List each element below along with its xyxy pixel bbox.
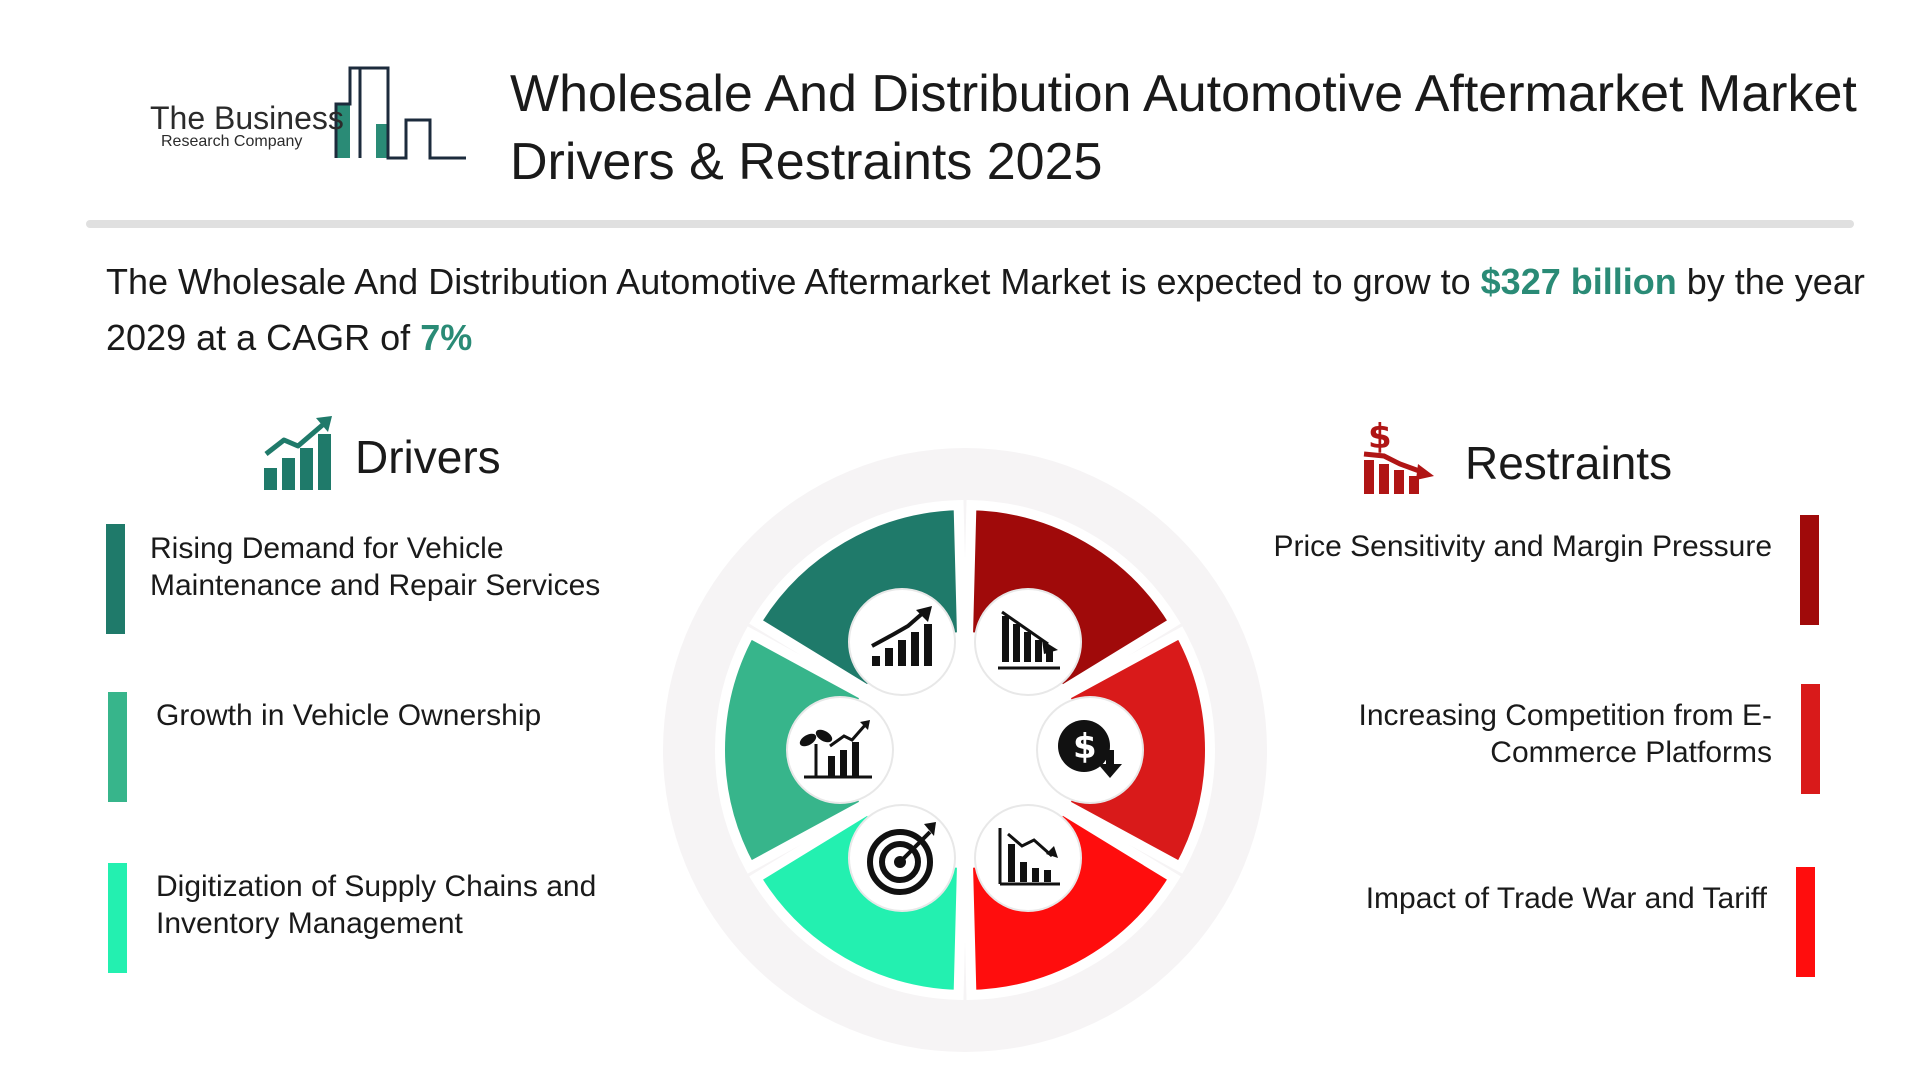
restraint-3-color-bar	[1796, 867, 1815, 977]
intro-statement: The Wholesale And Distribution Automotiv…	[106, 254, 1876, 366]
divider	[86, 220, 1854, 228]
cagr-value: 7%	[420, 317, 473, 358]
driver-1-color-bar	[106, 524, 125, 634]
restraints-heading: Restraints	[1465, 437, 1673, 489]
intro-text-before: The Wholesale And Distribution Automotiv…	[106, 261, 1481, 302]
target-icon	[848, 804, 956, 912]
growth-chart-icon	[264, 416, 332, 490]
restraint-3-text: Impact of Trade War and Tariff	[1365, 882, 1767, 915]
restraint-1-color-bar	[1800, 515, 1819, 625]
logo-text-secondary: Research Company	[161, 133, 303, 150]
driver-3-color-bar	[108, 863, 127, 973]
declining-bar-chart-icon	[974, 588, 1082, 696]
restraint-2-text: Increasing Competition from E-Commerce P…	[1358, 699, 1773, 769]
driver-1-text: Rising Demand for Vehicle Maintenance an…	[150, 532, 601, 602]
dollar-decline-icon: $	[1363, 417, 1434, 494]
market-value: $327 billion	[1480, 261, 1677, 302]
rising-bar-chart-icon	[848, 588, 956, 696]
driver-3-text: Digitization of Supply Chains and Invent…	[156, 870, 597, 940]
restraint-1-text: Price Sensitivity and Margin Pressure	[1273, 530, 1772, 563]
logo-text-primary: The Business	[150, 100, 344, 136]
restraint-2-color-bar	[1801, 684, 1820, 794]
dollar-down-icon: $	[1036, 696, 1144, 804]
company-logo	[334, 66, 466, 160]
svg-text:$: $	[1368, 417, 1392, 457]
svg-text:$: $	[1073, 727, 1097, 767]
drivers-heading: Drivers	[355, 431, 501, 483]
driver-2-color-bar	[108, 692, 127, 802]
driver-2-text: Growth in Vehicle Ownership	[156, 699, 542, 732]
declining-trend-chart-icon	[974, 804, 1082, 912]
drivers-restraints-wheel: $	[663, 448, 1267, 1052]
page-title: Wholesale And Distribution Automotive Af…	[510, 65, 1857, 191]
plant-growth-chart-icon	[786, 696, 894, 804]
intro-text-middle: by the year 2029 at a CAGR of	[106, 261, 1865, 358]
